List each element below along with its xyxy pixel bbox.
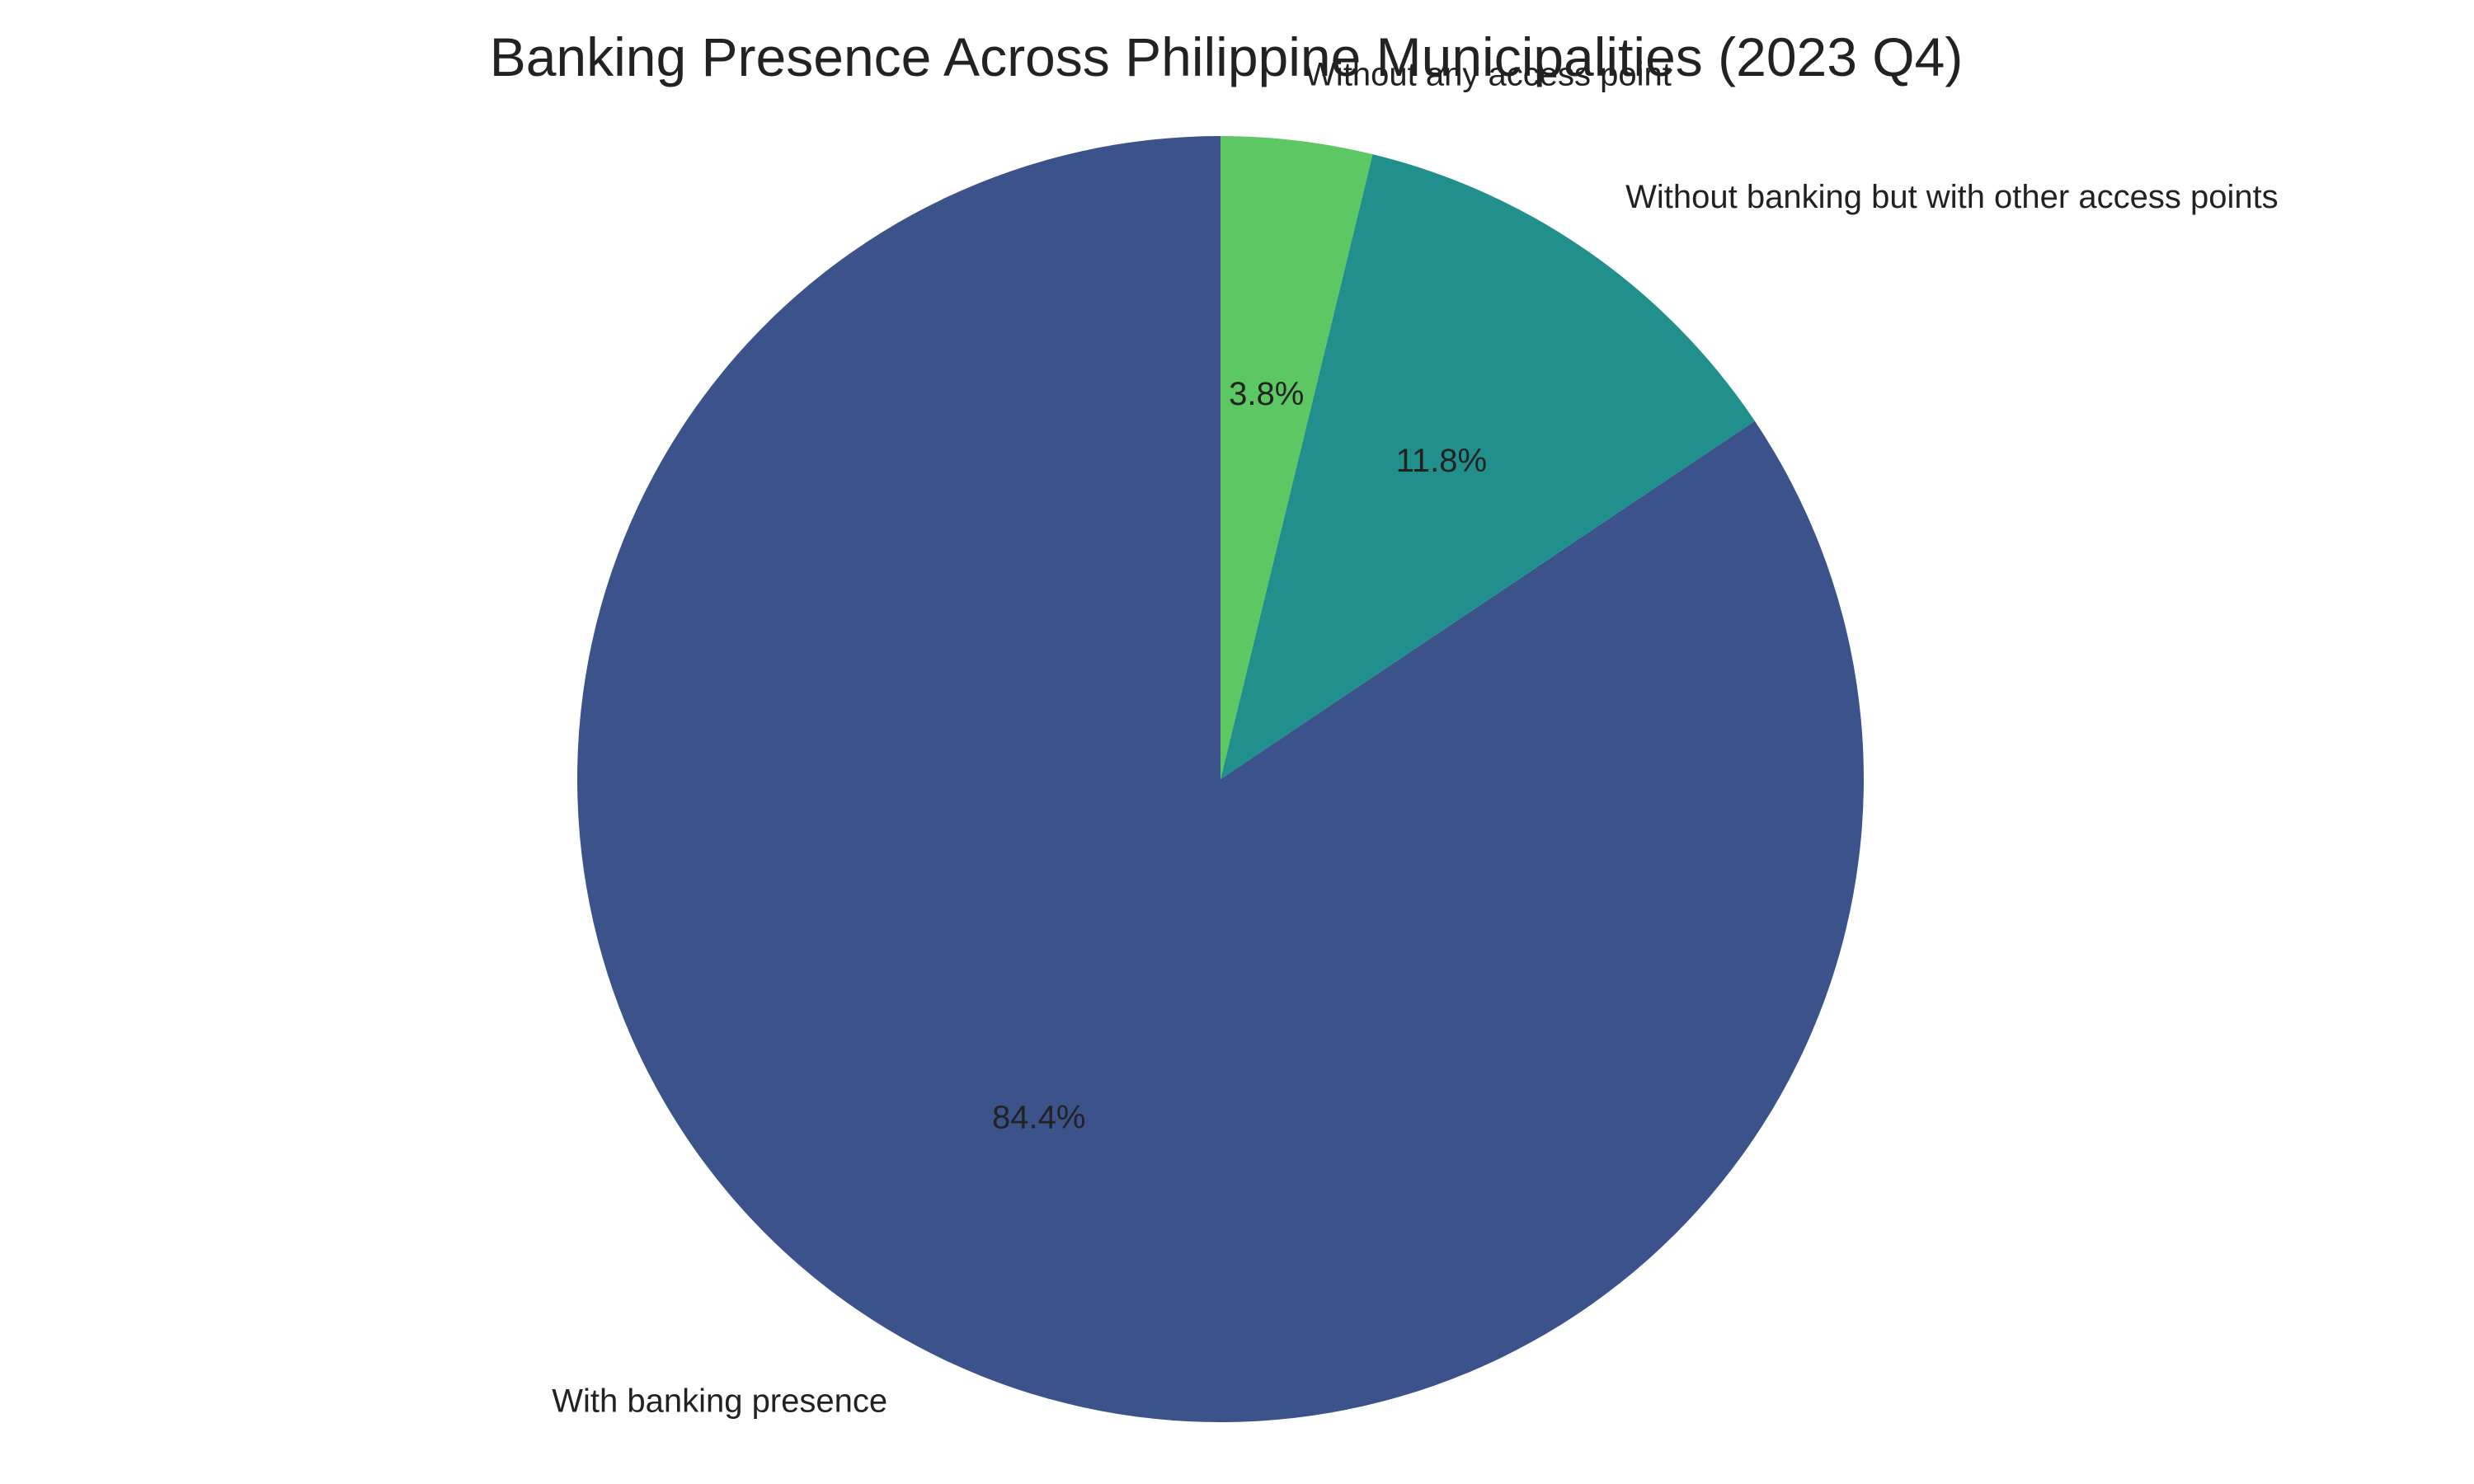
pie-labels: With banking presence 84.4% Without bankin… xyxy=(552,57,2278,1420)
pie-slice-without-any-access-point xyxy=(1221,136,1373,779)
slice-percent-without-any-access-point: 3.8% xyxy=(1229,376,1304,412)
slice-percent-without-banking-but-with-other-access-points: 11.8% xyxy=(1396,443,1487,479)
slice-label-without-banking-but-with-other-access-points: Without banking but with other access po… xyxy=(1625,179,2279,215)
chart-title: Banking Presence Across Philippine Munic… xyxy=(490,26,1964,87)
slice-percent-with-banking-presence: 84.4% xyxy=(992,1099,1085,1135)
slice-label-with-banking-presence: With banking presence xyxy=(552,1383,887,1420)
pie-slices xyxy=(577,136,1865,1423)
pie-slice-with-banking-presence xyxy=(577,136,1865,1423)
slice-label-without-any-access-point: Without any access point xyxy=(1305,57,1672,93)
pie-slice-without-banking-but-with-other-access-points xyxy=(1221,154,1755,779)
